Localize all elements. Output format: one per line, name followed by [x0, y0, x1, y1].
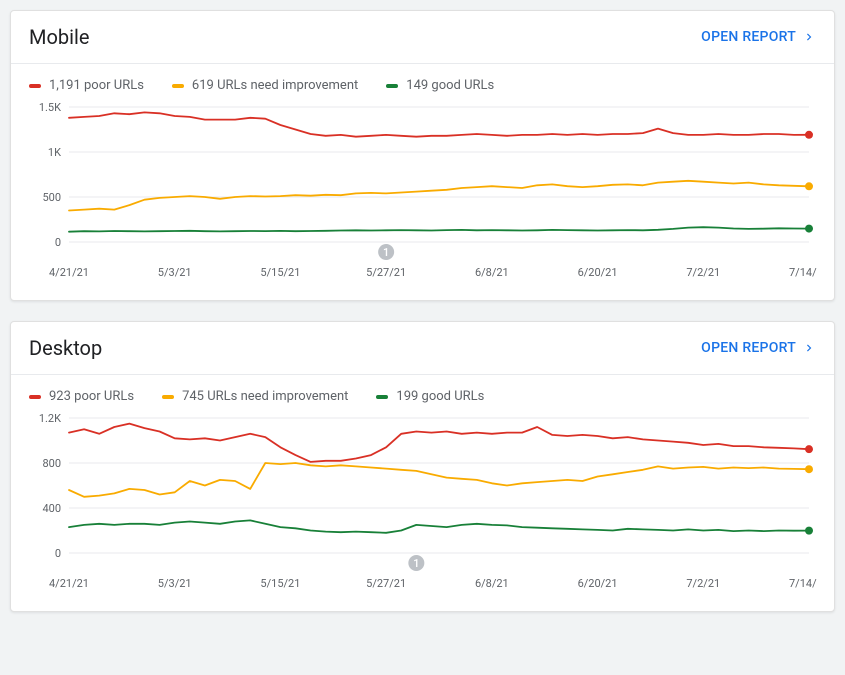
- svg-text:5/3/21: 5/3/21: [158, 577, 192, 590]
- svg-text:5/15/21: 5/15/21: [260, 577, 300, 590]
- card-title: Desktop: [29, 336, 102, 360]
- chevron-right-icon: [802, 341, 816, 355]
- legend-swatch: [29, 84, 41, 88]
- svg-text:1K: 1K: [48, 146, 61, 159]
- svg-text:1: 1: [383, 246, 389, 259]
- legend-label: 619 URLs need improvement: [192, 78, 358, 93]
- legend-label: 745 URLs need improvement: [182, 389, 348, 404]
- svg-text:6/20/21: 6/20/21: [578, 266, 618, 279]
- chart-legend: 1,191 poor URLs 619 URLs need improvement…: [11, 64, 834, 97]
- svg-text:5/27/21: 5/27/21: [366, 266, 406, 279]
- open-report-label: OPEN REPORT: [701, 340, 796, 356]
- legend-swatch: [172, 84, 184, 88]
- open-report-button[interactable]: OPEN REPORT: [701, 29, 816, 45]
- line-chart: 0 400 800 1.2K 1 4/21/21 5/3/21 5/15/21 5/27/21 6…: [29, 408, 817, 593]
- svg-text:7/2/21: 7/2/21: [686, 577, 720, 590]
- svg-text:0: 0: [55, 236, 61, 249]
- legend-item-good: 149 good URLs: [386, 78, 494, 93]
- chart-legend: 923 poor URLs 745 URLs need improvement 19…: [11, 375, 834, 408]
- svg-text:5/3/21: 5/3/21: [158, 266, 192, 279]
- svg-text:7/14/21: 7/14/21: [789, 266, 817, 279]
- legend-item-good: 199 good URLs: [376, 389, 484, 404]
- card-header: Mobile OPEN REPORT: [11, 11, 834, 63]
- legend-label: 199 good URLs: [396, 389, 484, 404]
- svg-text:1: 1: [413, 557, 419, 570]
- legend-swatch: [376, 395, 388, 399]
- chevron-right-icon: [802, 30, 816, 44]
- svg-text:1.5K: 1.5K: [39, 101, 61, 114]
- svg-text:6/8/21: 6/8/21: [475, 266, 509, 279]
- report-card-desktop: Desktop OPEN REPORT 923 poor URLs 745 URLs …: [10, 321, 835, 612]
- svg-text:4/21/21: 4/21/21: [49, 577, 89, 590]
- legend-swatch: [29, 395, 41, 399]
- svg-text:0: 0: [55, 547, 61, 560]
- card-header: Desktop OPEN REPORT: [11, 322, 834, 374]
- open-report-button[interactable]: OPEN REPORT: [701, 340, 816, 356]
- svg-text:5/15/21: 5/15/21: [260, 266, 300, 279]
- legend-item-poor: 1,191 poor URLs: [29, 78, 144, 93]
- svg-text:7/2/21: 7/2/21: [686, 266, 720, 279]
- legend-label: 1,191 poor URLs: [49, 78, 144, 93]
- legend-swatch: [386, 84, 398, 88]
- legend-item-need: 745 URLs need improvement: [162, 389, 348, 404]
- legend-item-poor: 923 poor URLs: [29, 389, 134, 404]
- legend-label: 923 poor URLs: [49, 389, 134, 404]
- svg-text:6/8/21: 6/8/21: [475, 577, 509, 590]
- legend-label: 149 good URLs: [406, 78, 494, 93]
- report-card-mobile: Mobile OPEN REPORT 1,191 poor URLs 619 URLs…: [10, 10, 835, 301]
- svg-text:400: 400: [42, 502, 61, 515]
- card-title: Mobile: [29, 25, 89, 49]
- svg-text:5/27/21: 5/27/21: [366, 577, 406, 590]
- svg-text:7/14/21: 7/14/21: [789, 577, 817, 590]
- line-chart: 0 500 1K 1.5K 1 4/21/21 5/3/21 5/15/21 5/27/21 6/…: [29, 97, 817, 282]
- svg-text:1.2K: 1.2K: [39, 412, 61, 425]
- legend-swatch: [162, 395, 174, 399]
- chart-area: 0 500 1K 1.5K 1 4/21/21 5/3/21 5/15/21 5/27/21 6/…: [11, 97, 834, 300]
- chart-area: 0 400 800 1.2K 1 4/21/21 5/3/21 5/15/21 5/27/21 6…: [11, 408, 834, 611]
- svg-text:4/21/21: 4/21/21: [49, 266, 89, 279]
- open-report-label: OPEN REPORT: [701, 29, 796, 45]
- svg-text:800: 800: [42, 457, 61, 470]
- svg-text:6/20/21: 6/20/21: [578, 577, 618, 590]
- svg-text:500: 500: [42, 191, 61, 204]
- legend-item-need: 619 URLs need improvement: [172, 78, 358, 93]
